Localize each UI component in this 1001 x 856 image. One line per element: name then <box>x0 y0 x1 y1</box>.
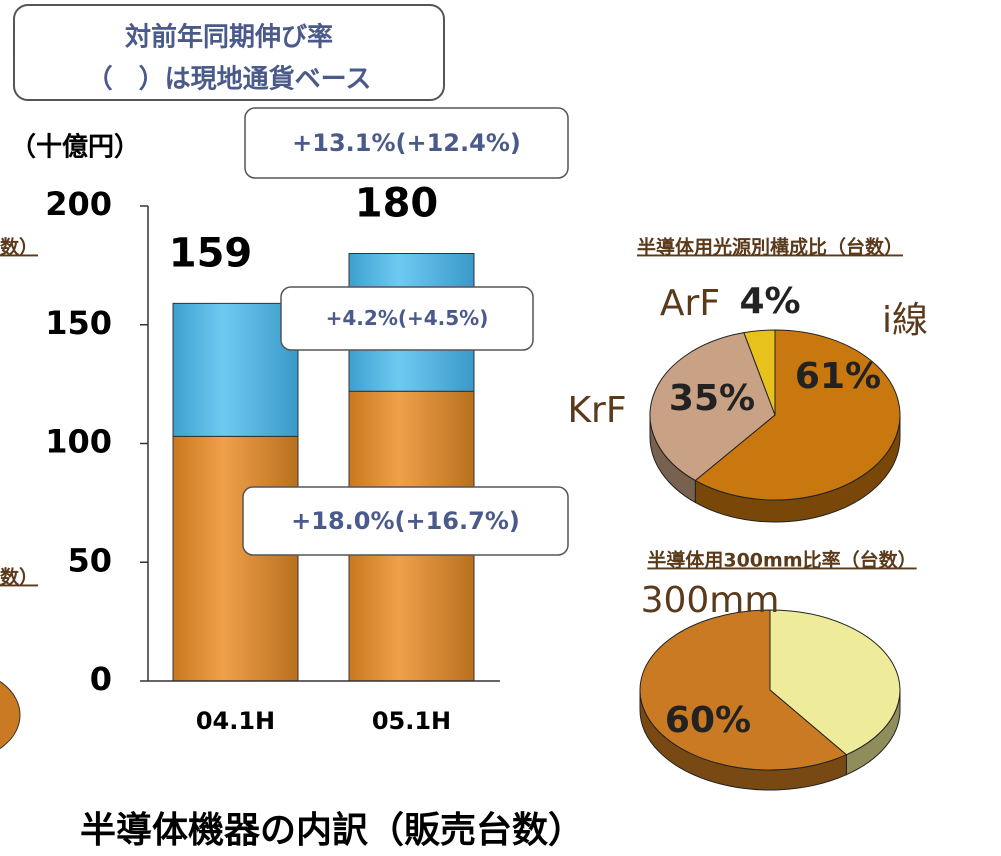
y-tick-label: 0 <box>90 660 112 698</box>
cropped-text: 数） <box>0 236 38 259</box>
y-axis-label: （十億円） <box>10 133 140 163</box>
annotation-box <box>280 286 534 351</box>
slice-label: ArF <box>660 283 720 324</box>
slice-label: KrF <box>567 390 626 431</box>
value-label: 4% <box>739 281 800 322</box>
annotation: +18.0%(+16.7%) <box>291 507 520 535</box>
slice-label: 300mm <box>641 580 780 621</box>
slice-label: i線 <box>882 300 928 341</box>
y-tick-label: 200 <box>45 185 112 223</box>
x-tick-label: 05.1H <box>372 707 451 735</box>
bar-segment <box>172 435 299 682</box>
annotation-box <box>244 107 569 179</box>
pie-slice <box>639 609 848 771</box>
pie-slice <box>743 329 776 416</box>
value-label: 61% <box>795 356 881 397</box>
annotation: +4.2%(+4.5%) <box>326 306 489 330</box>
header-line: （ ）は現地通貨ベース <box>87 64 372 95</box>
pie-slice <box>649 332 776 482</box>
y-tick-label: 150 <box>45 304 112 342</box>
header-box <box>13 4 445 101</box>
x-tick-label: 04.1H <box>196 707 275 735</box>
total-label: 180 <box>355 181 439 227</box>
value-label: 35% <box>669 378 755 419</box>
bar-segment <box>172 302 299 437</box>
header-line: 対前年同期伸び率 <box>125 22 333 53</box>
pie-slice <box>769 609 901 756</box>
value-label: 60% <box>665 700 751 741</box>
caption: 半導体機器の内訳（販売台数） <box>80 810 584 851</box>
total-label: 159 <box>169 230 253 276</box>
pie-title: 半導体用光源別構成比（台数） <box>637 236 903 259</box>
cropped-pie <box>0 680 21 750</box>
pie-slice <box>694 329 901 501</box>
cropped-text: 数） <box>0 566 38 589</box>
annotation: +13.1%(+12.4%) <box>292 129 521 157</box>
pie-title: 半導体用300mm比率（台数） <box>647 549 916 572</box>
y-tick-label: 50 <box>67 541 112 579</box>
annotation-box <box>242 486 569 556</box>
y-tick-label: 100 <box>45 423 112 461</box>
